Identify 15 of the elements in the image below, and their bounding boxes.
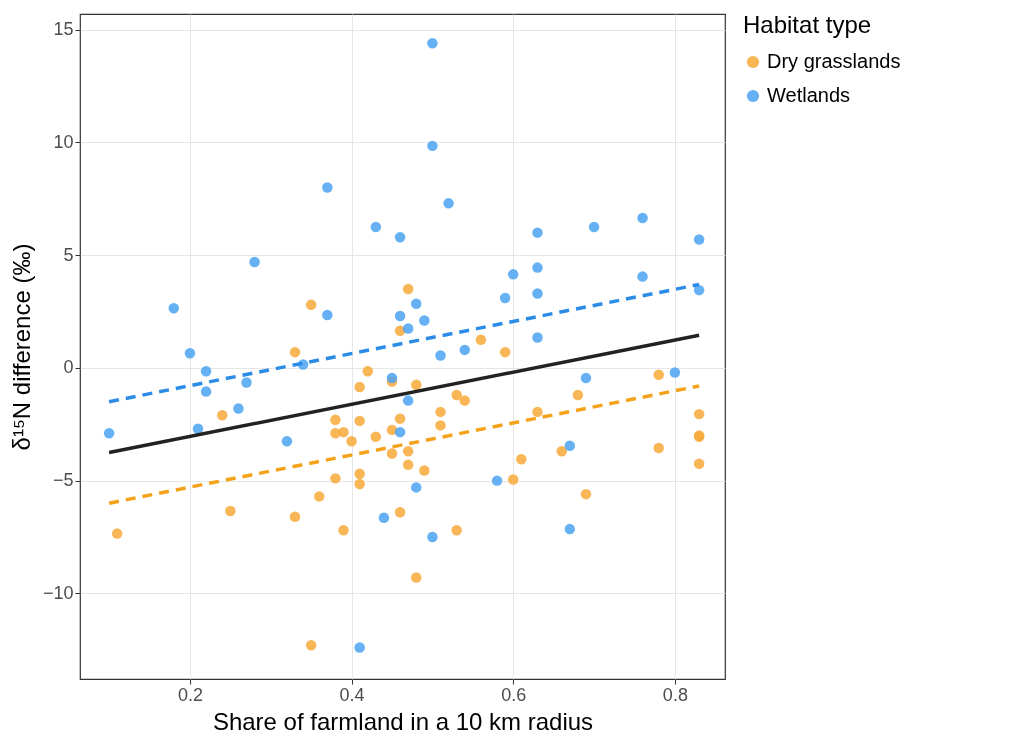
y-tick-label: −10 [42, 582, 74, 603]
y-tick-label: 5 [63, 244, 74, 265]
y-tick-label: 15 [53, 19, 74, 40]
x-axis-title: Share of farmland in a 10 km radius [212, 707, 594, 735]
x-tick-label: 0.2 [177, 684, 203, 705]
x-tick-label: 0.8 [662, 684, 688, 705]
y-axis-title: δ¹⁵N difference (‰) [7, 243, 35, 451]
y-tick-label: 10 [53, 131, 74, 152]
x-tick-label: 0.6 [501, 684, 527, 705]
legend-title: Habitat type [743, 11, 872, 38]
legend-label: Dry grasslands [767, 50, 901, 72]
y-tick-label: 0 [63, 357, 74, 378]
x-tick-label: 0.4 [339, 684, 365, 705]
legend-label: Wetlands [767, 84, 851, 106]
y-tick-label: −5 [52, 470, 74, 491]
